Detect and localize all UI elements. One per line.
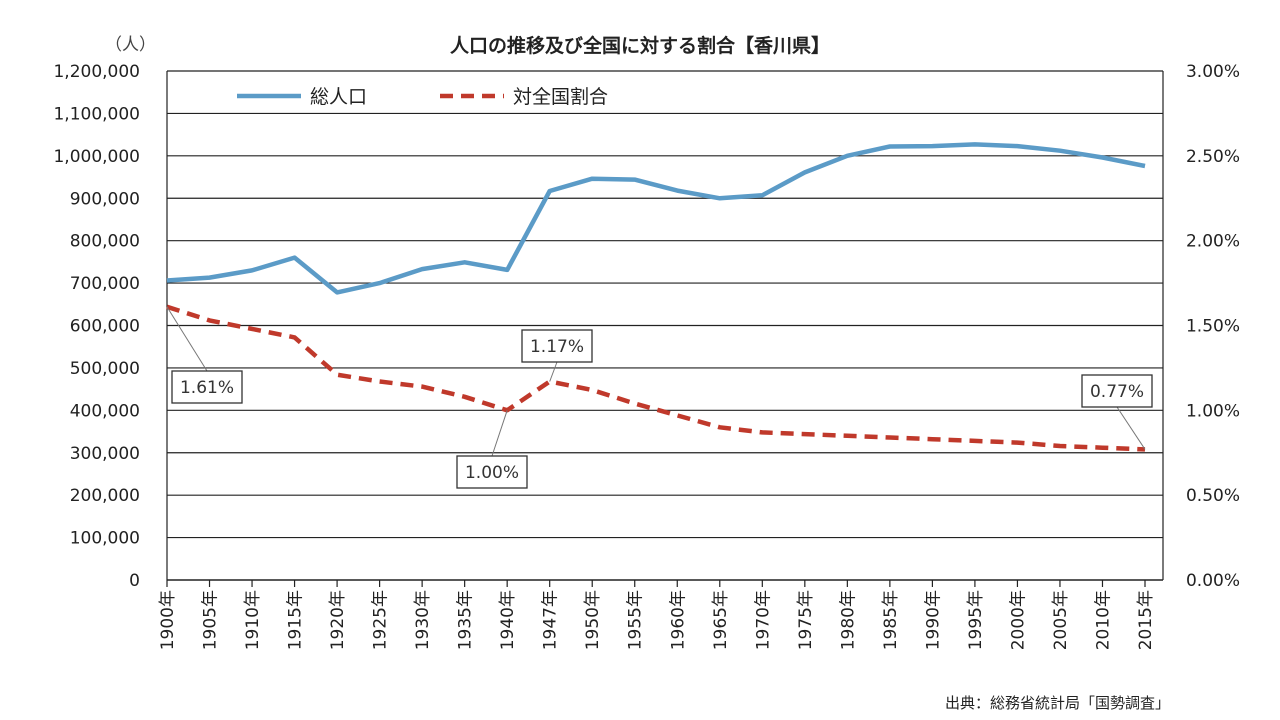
source-note: 出典：総務省統計局「国勢調査」 <box>945 694 1170 712</box>
x-tick-label: 2015年 <box>1136 590 1156 650</box>
right-y-tick-label: 1.00% <box>1186 401 1240 421</box>
x-tick-label: 1920年 <box>328 590 348 650</box>
x-tick-label: 1955年 <box>626 590 646 650</box>
x-tick-label: 1990年 <box>923 590 943 650</box>
callout-leader <box>166 306 208 372</box>
callout-label: 1.00% <box>465 463 519 483</box>
x-tick-label: 1905年 <box>201 590 221 650</box>
national-share-line <box>166 304 1146 452</box>
x-tick-label: 1965年 <box>711 590 731 650</box>
left-y-tick-label: 500,000 <box>70 359 140 379</box>
x-tick-label: 1910年 <box>243 590 263 650</box>
right-y-tick-label: 0.50% <box>1186 486 1240 506</box>
left-y-tick-label: 1,000,000 <box>53 147 140 167</box>
x-tick-label: 1960年 <box>668 590 688 650</box>
population-line <box>166 142 1146 295</box>
x-tick-label: 1980年 <box>838 590 858 650</box>
x-tick-label: 1975年 <box>796 590 816 650</box>
callout-leader <box>491 410 508 457</box>
chart-title: 人口の推移及び全国に対する割合【香川県】 <box>450 34 830 57</box>
right-y-tick-label: 0.00% <box>1186 571 1240 591</box>
x-tick-label: 1985年 <box>881 590 901 650</box>
right-y-tick-label: 2.50% <box>1186 147 1240 167</box>
callout-label: 1.17% <box>530 337 584 357</box>
y-axis-unit: （人） <box>105 35 156 55</box>
x-tick-label: 1995年 <box>966 590 986 650</box>
x-tick-label: 1930年 <box>413 590 433 650</box>
callouts: 1.61% 1.00% 1.17% 0.77% <box>166 306 1153 489</box>
left-y-tick-label: 900,000 <box>70 189 140 209</box>
right-y-axis-ticks: 0.00% 0.50% 1.00% 1.50% 2.00% 2.50% 3.00% <box>1186 62 1240 591</box>
axes <box>166 71 1164 581</box>
x-axis-ticks: 1900年 1905年 1910年 1915年 1920年 1925年 1930年 1935年… <box>158 580 1156 650</box>
legend-label: 対全国割合 <box>513 86 608 108</box>
left-y-tick-label: 1,100,000 <box>53 104 140 124</box>
x-tick-label: 1915年 <box>286 590 306 650</box>
legend: 総人口 対全国割合 <box>237 86 608 108</box>
x-tick-label: 2010年 <box>1093 590 1113 650</box>
left-y-tick-label: 700,000 <box>70 274 140 294</box>
x-tick-label: 1935年 <box>456 590 476 650</box>
grid-lines <box>167 70 1163 539</box>
x-tick-label: 1970年 <box>753 590 773 650</box>
series-lines <box>166 142 1146 452</box>
callout-leader <box>549 361 558 382</box>
x-tick-label: 1940年 <box>498 590 518 650</box>
right-y-tick-label: 3.00% <box>1186 62 1240 82</box>
x-tick-label: 1950年 <box>583 590 603 650</box>
left-y-tick-label: 300,000 <box>70 444 140 464</box>
right-y-tick-label: 1.50% <box>1186 317 1240 337</box>
left-y-tick-label: 600,000 <box>70 317 140 337</box>
right-y-tick-label: 2.00% <box>1186 232 1240 252</box>
callout-label: 0.77% <box>1090 382 1144 402</box>
left-y-tick-label: 200,000 <box>70 486 140 506</box>
callout-label: 1.61% <box>180 378 234 398</box>
left-y-tick-label: 800,000 <box>70 232 140 252</box>
callout-box <box>171 370 243 404</box>
x-tick-label: 2005年 <box>1051 590 1071 650</box>
left-y-axis-ticks: 0 100,000 200,000 300,000 400,000 500,000 600,… <box>53 62 140 591</box>
x-tick-label: 2000年 <box>1008 590 1028 650</box>
x-tick-label: 1947年 <box>541 590 561 650</box>
left-y-tick-label: 0 <box>129 571 140 591</box>
x-tick-label: 1925年 <box>371 590 391 650</box>
x-tick-label: 1900年 <box>158 590 178 650</box>
callout-box <box>521 329 593 363</box>
callout-box <box>456 455 528 489</box>
legend-label: 総人口 <box>310 86 367 108</box>
callout-box <box>1081 374 1153 408</box>
left-y-tick-label: 400,000 <box>70 401 140 421</box>
callout-leader <box>1116 406 1146 450</box>
left-y-tick-label: 1,200,000 <box>53 62 140 82</box>
left-y-tick-label: 100,000 <box>70 529 140 549</box>
